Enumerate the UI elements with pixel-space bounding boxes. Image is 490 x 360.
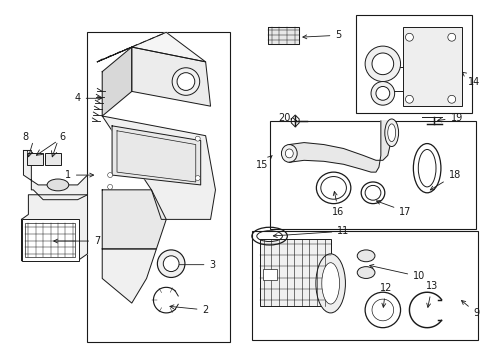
Bar [402,27,462,106]
Text: 8: 8 [23,132,28,142]
Polygon shape [289,121,392,172]
Bar [260,239,331,306]
Bar [270,121,476,229]
Text: 14: 14 [463,72,481,86]
Circle shape [406,95,414,103]
Polygon shape [102,47,132,116]
Circle shape [108,184,113,189]
Text: 4: 4 [74,93,101,103]
Bar [27,153,43,165]
Polygon shape [102,249,156,303]
Ellipse shape [322,263,340,304]
Circle shape [448,33,456,41]
Circle shape [196,136,200,141]
Polygon shape [268,27,299,44]
Text: 1: 1 [65,170,94,180]
Text: 7: 7 [54,236,100,246]
Text: 13: 13 [426,281,438,307]
Ellipse shape [316,254,345,313]
Text: 18: 18 [430,170,461,190]
Polygon shape [98,32,206,62]
Text: 9: 9 [462,301,479,318]
Bar [22,219,78,261]
Bar [25,223,74,257]
Polygon shape [112,126,201,185]
Circle shape [448,95,456,103]
Text: 15: 15 [256,156,272,170]
Text: 19: 19 [438,113,463,123]
Polygon shape [102,190,166,249]
Circle shape [371,82,394,105]
Polygon shape [24,150,88,200]
Ellipse shape [172,68,200,95]
Bar [252,231,478,339]
Circle shape [406,33,414,41]
Text: 11: 11 [273,226,349,238]
Polygon shape [22,195,88,261]
Polygon shape [102,116,216,219]
Text: 3: 3 [175,260,216,270]
Circle shape [196,176,200,180]
Bar [45,153,61,165]
Bar [88,32,230,342]
Text: 5: 5 [303,30,342,40]
Text: 2: 2 [170,305,209,315]
Circle shape [108,172,113,177]
Bar [356,15,472,113]
Ellipse shape [47,179,69,191]
Text: 12: 12 [380,283,392,307]
Ellipse shape [281,145,297,162]
Ellipse shape [357,267,375,278]
Circle shape [365,46,400,82]
Circle shape [376,86,390,100]
Ellipse shape [285,149,293,158]
Ellipse shape [388,124,395,141]
Ellipse shape [177,73,195,90]
Text: 17: 17 [376,201,412,216]
Text: 6: 6 [60,132,66,142]
Text: 10: 10 [370,265,425,282]
Text: 16: 16 [332,192,344,216]
Circle shape [163,256,179,271]
Circle shape [157,250,185,278]
Polygon shape [132,47,211,106]
Text: 20: 20 [278,113,296,123]
Ellipse shape [357,250,375,262]
Circle shape [372,53,393,75]
Ellipse shape [385,119,398,147]
Bar [263,269,277,280]
